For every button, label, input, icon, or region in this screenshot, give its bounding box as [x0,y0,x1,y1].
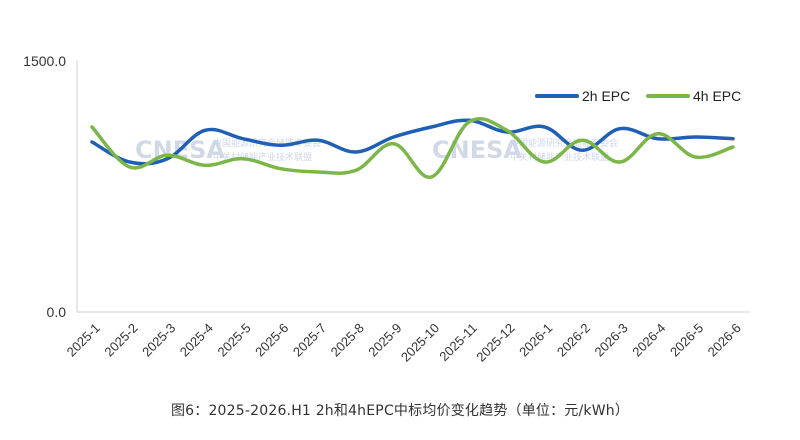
x-tick-labels: 2025-12025-22025-32025-42025-52025-62025… [64,320,744,364]
x-tick-label: 2026-4 [629,320,668,359]
y-tick-label: 1500.0 [23,53,66,69]
series-line-2h-epc [90,118,735,166]
x-tick-label: 2025-3 [139,320,178,359]
x-tick-label: 2026-3 [592,320,631,359]
x-tick-label: 2025-6 [252,320,291,359]
legend: 2h EPC 4h EPC [535,88,741,104]
y-tick-label: 0.0 [47,304,67,320]
x-tick-label: 2025-8 [328,320,367,359]
series-group [90,116,735,179]
x-tick-label: 2025-5 [214,320,253,359]
x-tick-label: 2025-7 [290,320,329,359]
x-tick-label: 2025-12 [473,320,517,364]
x-tick-label: 2025-2 [101,320,140,359]
x-tick-label: 2026-2 [554,320,593,359]
legend-label-2h: 2h EPC [582,88,630,104]
x-tick-label: 2025-1 [64,320,103,359]
x-tick-label: 2026-1 [516,320,555,359]
x-tick-label: 2025-10 [398,320,442,364]
legend-label-4h: 4h EPC [693,88,741,104]
x-tick-label: 2025-11 [436,320,480,364]
x-tick-label: 2026-5 [667,320,706,359]
x-tick-label: 2026-6 [705,320,744,359]
series-line-4h-epc [90,116,735,179]
x-tick-label: 2025-4 [177,320,216,359]
figure-caption: 图6：2025-2026.H1 2h和4hEPC中标均价变化趋势（单位：元/kW… [170,403,630,419]
